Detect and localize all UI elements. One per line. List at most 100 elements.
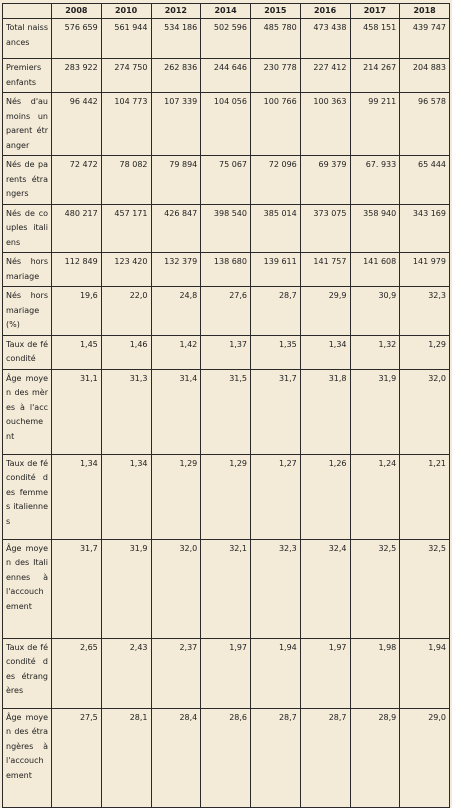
table-cell: 28,6 bbox=[200, 707, 251, 808]
table-cell: 29,0 bbox=[399, 707, 450, 808]
table-cell: 31,9 bbox=[100, 538, 152, 639]
row-label: Taux de fécondité des femmes italiennes bbox=[2, 453, 52, 540]
table-cell: 31,7 bbox=[51, 538, 102, 639]
row-label: Nés hors mariage (%) bbox=[2, 286, 52, 336]
table-cell: 385 014 bbox=[250, 203, 301, 253]
birth-statistics-table: 2008 2010 2012 2014 2015 2016 2017 2018 … bbox=[2, 3, 450, 808]
year-header: 2015 bbox=[250, 3, 301, 19]
table-cell: 283 922 bbox=[51, 58, 102, 93]
table-row: Taux de fécondité 1,45 1,46 1,42 1,37 1,35 1,3… bbox=[2, 334, 450, 370]
table-cell: 1,24 bbox=[349, 453, 401, 540]
table-cell: 457 171 bbox=[100, 203, 152, 253]
table-row: Nés hors mariage 112 849 123 420 132 379 138… bbox=[2, 252, 450, 287]
table-cell: 31,7 bbox=[250, 368, 301, 455]
table-cell: 439 747 bbox=[399, 18, 450, 59]
table-cell: 31,8 bbox=[299, 368, 351, 455]
table-cell: 1,45 bbox=[51, 334, 102, 370]
table-row: Nés hors mariage (%) 19,6 22,0 24,8 27,6 28,7… bbox=[2, 286, 450, 336]
year-header: 2008 bbox=[51, 3, 102, 19]
table-cell: 96 442 bbox=[51, 92, 102, 156]
table-cell: 473 438 bbox=[299, 18, 351, 59]
table-cell: 32,3 bbox=[250, 538, 301, 639]
table-cell: 214 267 bbox=[349, 58, 401, 93]
row-label: Nés d'au moins un parent étranger bbox=[2, 92, 52, 156]
table-cell: 1,94 bbox=[399, 637, 450, 709]
row-label: Total naissances bbox=[2, 18, 52, 59]
table-cell: 1,32 bbox=[349, 334, 401, 370]
table-cell: 1,26 bbox=[299, 453, 351, 540]
table-cell: 28,4 bbox=[150, 707, 202, 808]
row-label: Taux de fécondité des étrangères bbox=[2, 637, 52, 709]
table-cell: 262 836 bbox=[150, 58, 202, 93]
table-cell: 2,43 bbox=[100, 637, 152, 709]
table-cell: 1,37 bbox=[200, 334, 251, 370]
row-label: Nés hors mariage bbox=[2, 252, 52, 287]
table-cell: 107 339 bbox=[150, 92, 202, 156]
table-cell: 1,21 bbox=[399, 453, 450, 540]
table-cell: 2,65 bbox=[51, 637, 102, 709]
table-cell: 132 379 bbox=[150, 252, 202, 287]
table-cell: 112 849 bbox=[51, 252, 102, 287]
table-cell: 1,42 bbox=[150, 334, 202, 370]
table-cell: 79 894 bbox=[150, 155, 202, 205]
table-row: Taux de fécondité des étrangères 2,65 2,43… bbox=[2, 637, 450, 709]
table-cell: 1,29 bbox=[150, 453, 202, 540]
table-cell: 426 847 bbox=[150, 203, 202, 253]
row-label: Âge moyen des mères à l'accouchement bbox=[2, 368, 52, 455]
row-label: Nés de parents étrangers bbox=[2, 155, 52, 205]
table-cell: 1,34 bbox=[299, 334, 351, 370]
table-cell: 485 780 bbox=[250, 18, 301, 59]
header-row: 2008 2010 2012 2014 2015 2016 2017 2018 bbox=[2, 3, 450, 19]
table-cell: 29,9 bbox=[299, 286, 351, 336]
table-row: Âge moyen des étrangères à l'accouchemen… bbox=[2, 707, 450, 808]
table-cell: 2,37 bbox=[150, 637, 202, 709]
table-row: Âge moyen des Italiennes à l'accouchemen… bbox=[2, 538, 450, 639]
table-cell: 502 596 bbox=[200, 18, 251, 59]
table-cell: 1,98 bbox=[349, 637, 401, 709]
table-cell: 32,5 bbox=[349, 538, 401, 639]
table-cell: 104 773 bbox=[100, 92, 152, 156]
row-label: Âge moyen des Italiennes à l'accouchemen… bbox=[2, 538, 52, 639]
table-cell: 398 540 bbox=[200, 203, 251, 253]
table-row: Nés de couples italiens 480 217 457 171 426… bbox=[2, 203, 450, 253]
table-row: Total naissances 576 659 561 944 534 186 502… bbox=[2, 18, 450, 59]
table-cell: 1,29 bbox=[399, 334, 450, 370]
year-header: 2010 bbox=[100, 3, 152, 19]
table-cell: 99 211 bbox=[349, 92, 401, 156]
year-header: 2014 bbox=[200, 3, 251, 19]
table-row: Âge moyen des mères à l'accouchement 31,1… bbox=[2, 368, 450, 455]
table-cell: 27,5 bbox=[51, 707, 102, 808]
table-cell: 32,4 bbox=[299, 538, 351, 639]
table-cell: 1,27 bbox=[250, 453, 301, 540]
table-cell: 1,97 bbox=[299, 637, 351, 709]
table-cell: 24,8 bbox=[150, 286, 202, 336]
table-cell: 274 750 bbox=[100, 58, 152, 93]
table-cell: 96 578 bbox=[399, 92, 450, 156]
table-cell: 204 883 bbox=[399, 58, 450, 93]
table-cell: 1,35 bbox=[250, 334, 301, 370]
table-cell: 141 757 bbox=[299, 252, 351, 287]
table-cell: 32,0 bbox=[150, 538, 202, 639]
table-cell: 31,5 bbox=[200, 368, 251, 455]
table-row: Nés de parents étrangers 72 472 78 082 79 8… bbox=[2, 155, 450, 205]
table-cell: 123 420 bbox=[100, 252, 152, 287]
table-cell: 561 944 bbox=[100, 18, 152, 59]
year-header: 2018 bbox=[399, 3, 450, 19]
table-cell: 1,46 bbox=[100, 334, 152, 370]
table-cell: 32,3 bbox=[399, 286, 450, 336]
table-cell: 32,1 bbox=[200, 538, 251, 639]
year-header: 2012 bbox=[150, 3, 202, 19]
table-cell: 69 379 bbox=[299, 155, 351, 205]
table-cell: 28,7 bbox=[250, 707, 301, 808]
table-cell: 1,94 bbox=[250, 637, 301, 709]
table-cell: 78 082 bbox=[100, 155, 152, 205]
row-label: Nés de couples italiens bbox=[2, 203, 52, 253]
row-label: Âge moyen des étrangères à l'accouchemen… bbox=[2, 707, 52, 808]
table-cell: 31,1 bbox=[51, 368, 102, 455]
table-cell: 1,34 bbox=[51, 453, 102, 540]
table-cell: 31,4 bbox=[150, 368, 202, 455]
table-cell: 230 778 bbox=[250, 58, 301, 93]
table-cell: 373 075 bbox=[299, 203, 351, 253]
table-row: Premiers enfants 283 922 274 750 262 836 244… bbox=[2, 58, 450, 93]
table-cell: 480 217 bbox=[51, 203, 102, 253]
